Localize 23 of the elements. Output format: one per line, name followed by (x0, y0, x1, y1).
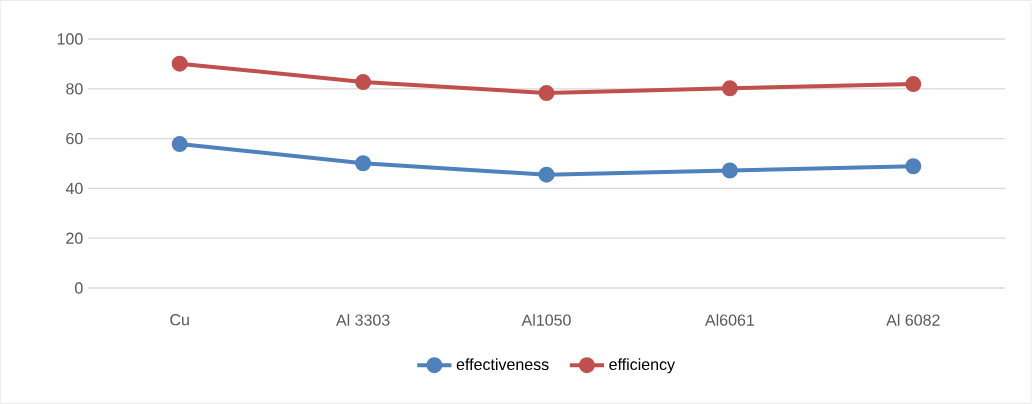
legend-label: effectiveness (456, 358, 549, 371)
y-tick-label: 60 (66, 132, 83, 145)
x-tick-label: Al1050 (521, 314, 571, 326)
y-tick-label: 40 (65, 182, 83, 195)
x-tick-label: Al 6082 (886, 314, 940, 326)
y-tick-label: 100 (57, 33, 83, 45)
y-tick-label: 0 (75, 282, 83, 294)
point (171, 136, 188, 153)
point (538, 85, 555, 102)
point (355, 155, 372, 172)
point (721, 80, 738, 97)
point (171, 55, 188, 72)
y-tick-label: 20 (66, 232, 83, 244)
x-tick-label: Al 3303 (335, 314, 390, 326)
x-tick-label: Al6061 (705, 314, 755, 326)
x-tick-label: Cu (170, 314, 189, 326)
point (905, 76, 922, 93)
point (721, 162, 738, 179)
y-tick-label: 80 (66, 83, 83, 95)
point (905, 158, 922, 175)
point (538, 166, 555, 183)
point (355, 74, 372, 91)
legend-label: efficiency (609, 358, 676, 374)
